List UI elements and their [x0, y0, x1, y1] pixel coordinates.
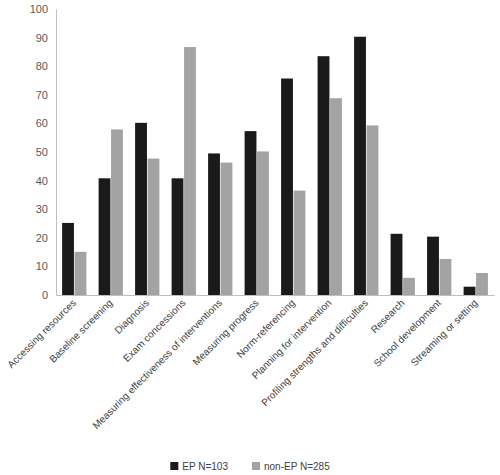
y-tick-label: 30 — [36, 203, 48, 215]
x-tick-label: Diagnosis — [112, 297, 151, 336]
y-tick: 100 — [30, 3, 56, 15]
y-tick-label: 100 — [30, 3, 48, 15]
y-tick: 40 — [36, 175, 56, 187]
y-tick: 10 — [36, 260, 56, 272]
x-tick-label: Streaming or setting — [409, 297, 480, 368]
bar — [354, 37, 366, 295]
bar — [318, 56, 330, 295]
legend-label: EP N=103 — [182, 461, 228, 472]
y-tick-label: 10 — [36, 260, 48, 272]
x-tick-label: Exam concessions — [121, 297, 188, 364]
bar — [367, 125, 379, 295]
legend: EP N=103 non-EP N=285 — [170, 461, 330, 472]
bar — [403, 278, 415, 295]
x-tick: Measuring effectiveness of interventions — [90, 295, 224, 431]
x-tick: Profiling strengths and difficulties — [259, 295, 370, 408]
y-tick-label: 90 — [36, 32, 48, 44]
bars — [62, 37, 488, 295]
x-tick: School development — [371, 295, 443, 369]
x-tick: Exam concessions — [121, 295, 188, 364]
x-tick: Streaming or setting — [409, 295, 480, 368]
y-tick: 20 — [36, 232, 56, 244]
x-tick: Research — [369, 295, 407, 335]
bar-series — [62, 37, 475, 295]
legend-label: non-EP N=285 — [264, 461, 330, 472]
y-tick-label: 60 — [36, 117, 48, 129]
chart: 0 10 20 30 40 50 60 70 80 90 100 Accessing resource… — [0, 0, 500, 475]
y-tick: 30 — [36, 203, 56, 215]
bar — [476, 273, 488, 295]
bar — [75, 252, 87, 295]
bar — [111, 129, 123, 295]
y-tick-label: 70 — [36, 89, 48, 101]
bar — [427, 237, 439, 295]
legend-swatch — [252, 462, 260, 470]
x-tick: Accessing resources — [5, 295, 78, 370]
bar — [440, 259, 452, 295]
bar-series — [75, 47, 488, 295]
y-tick-label: 80 — [36, 60, 48, 72]
x-axis: Accessing resourcesBaseline screeningDia… — [5, 295, 494, 431]
legend-item: non-EP N=285 — [252, 461, 330, 472]
y-tick: 90 — [36, 32, 56, 44]
bar — [172, 178, 184, 295]
x-tick-label: Accessing resources — [5, 297, 78, 370]
y-tick: 50 — [36, 146, 56, 158]
bar — [245, 131, 257, 295]
bar — [464, 287, 476, 295]
legend-swatch — [170, 462, 178, 470]
y-tick-label: 0 — [42, 289, 48, 301]
x-tick-label: Profiling strengths and difficulties — [259, 297, 370, 408]
bar — [135, 123, 147, 295]
y-tick: 60 — [36, 117, 56, 129]
y-tick: 70 — [36, 89, 56, 101]
bar — [294, 191, 306, 295]
y-tick: 80 — [36, 60, 56, 72]
x-axis-line — [57, 295, 495, 296]
y-tick: 0 — [42, 289, 56, 301]
y-tick-label: 20 — [36, 232, 48, 244]
y-axis-line — [56, 10, 57, 296]
bar — [184, 47, 196, 295]
x-tick-label: Measuring effectiveness of interventions — [90, 297, 224, 431]
legend-item: EP N=103 — [170, 461, 228, 472]
bar — [391, 234, 403, 295]
x-tick-label: School development — [371, 297, 443, 369]
y-tick-label: 50 — [36, 146, 48, 158]
y-tick-label: 40 — [36, 175, 48, 187]
x-tick-label: Baseline screening — [47, 297, 115, 365]
bar — [257, 151, 269, 295]
x-tick: Measuring progress — [190, 295, 260, 367]
bar — [281, 78, 293, 295]
plot: 0 10 20 30 40 50 60 70 80 90 100 Accessing resource… — [5, 3, 494, 431]
x-tick-label: Measuring progress — [190, 297, 260, 367]
bar — [330, 98, 342, 295]
x-tick: Baseline screening — [47, 295, 115, 365]
bar — [99, 178, 111, 295]
y-axis: 0 10 20 30 40 50 60 70 80 90 100 — [30, 3, 57, 301]
bar — [148, 159, 160, 295]
bar — [62, 223, 74, 295]
bar — [221, 163, 233, 295]
bar — [208, 153, 220, 295]
x-tick-label: Research — [369, 297, 407, 335]
x-tick: Diagnosis — [112, 295, 151, 336]
